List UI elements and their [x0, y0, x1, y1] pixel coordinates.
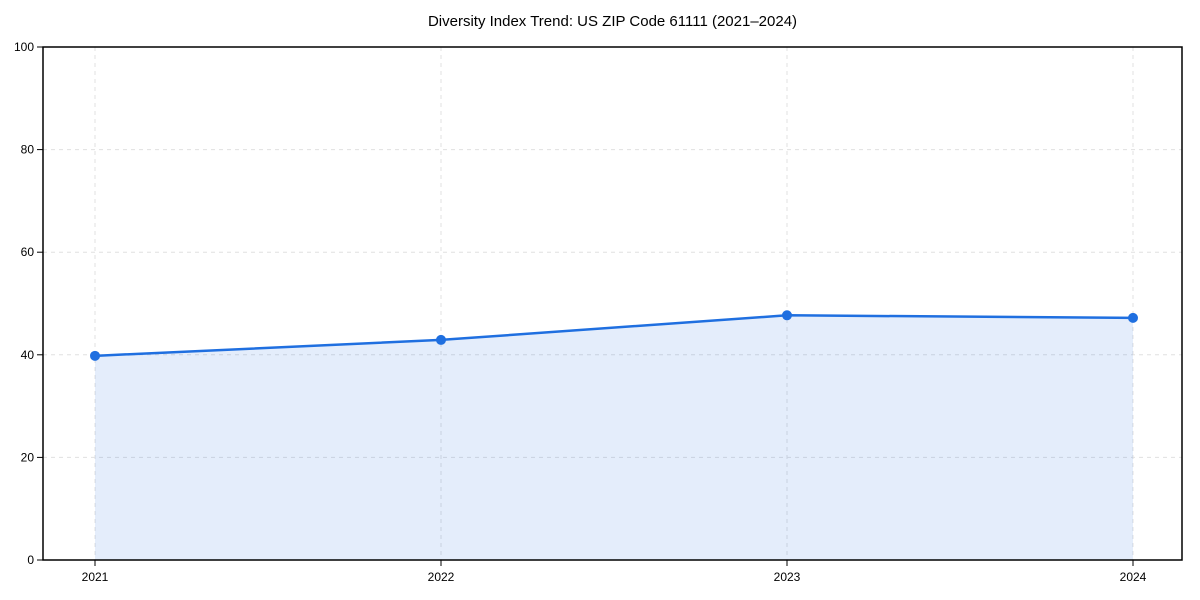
- area-fill: [95, 315, 1133, 560]
- data-point-2024: [1128, 312, 1138, 323]
- y-tick-label: 20: [21, 450, 35, 464]
- y-tick-label: 80: [21, 143, 35, 157]
- y-tick-label: 0: [27, 553, 34, 567]
- x-tick-label: 2024: [1120, 570, 1147, 584]
- y-tick-label: 100: [14, 40, 34, 54]
- data-point-2021: [90, 350, 100, 361]
- x-tick-label: 2021: [82, 570, 109, 584]
- y-tick-label: 60: [21, 245, 35, 259]
- trend-line: [93, 314, 1135, 358]
- x-tick-label: 2023: [774, 570, 801, 584]
- chart-title: Diversity Index Trend: US ZIP Code 61111…: [427, 13, 798, 30]
- y-tick-label: 40: [21, 348, 35, 362]
- plot-border: [42, 46, 1183, 561]
- data-point-2022: [436, 334, 446, 345]
- data-point-2023: [782, 310, 792, 321]
- x-tick-label: 2022: [428, 570, 455, 584]
